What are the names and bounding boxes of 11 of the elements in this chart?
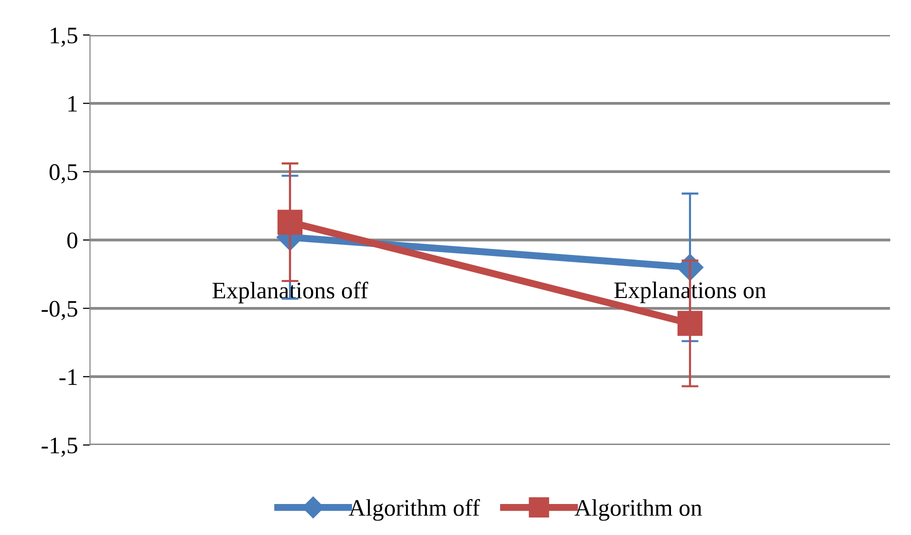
point: [678, 310, 702, 336]
legend-label: Algorithm on: [574, 499, 702, 521]
y-tick-label: -0,5: [42, 300, 78, 320]
y-tick-label: -1: [59, 369, 77, 385]
point: [278, 210, 302, 235]
y-tick-label: 0,5: [50, 164, 78, 184]
y-tick-label: -1,5: [42, 438, 78, 457]
y-tick-label: 1,5: [50, 28, 78, 47]
y-tick-label: 1: [68, 96, 77, 112]
y-tick-label: 0: [67, 232, 78, 248]
legend-label: Algorithm off: [348, 499, 480, 521]
